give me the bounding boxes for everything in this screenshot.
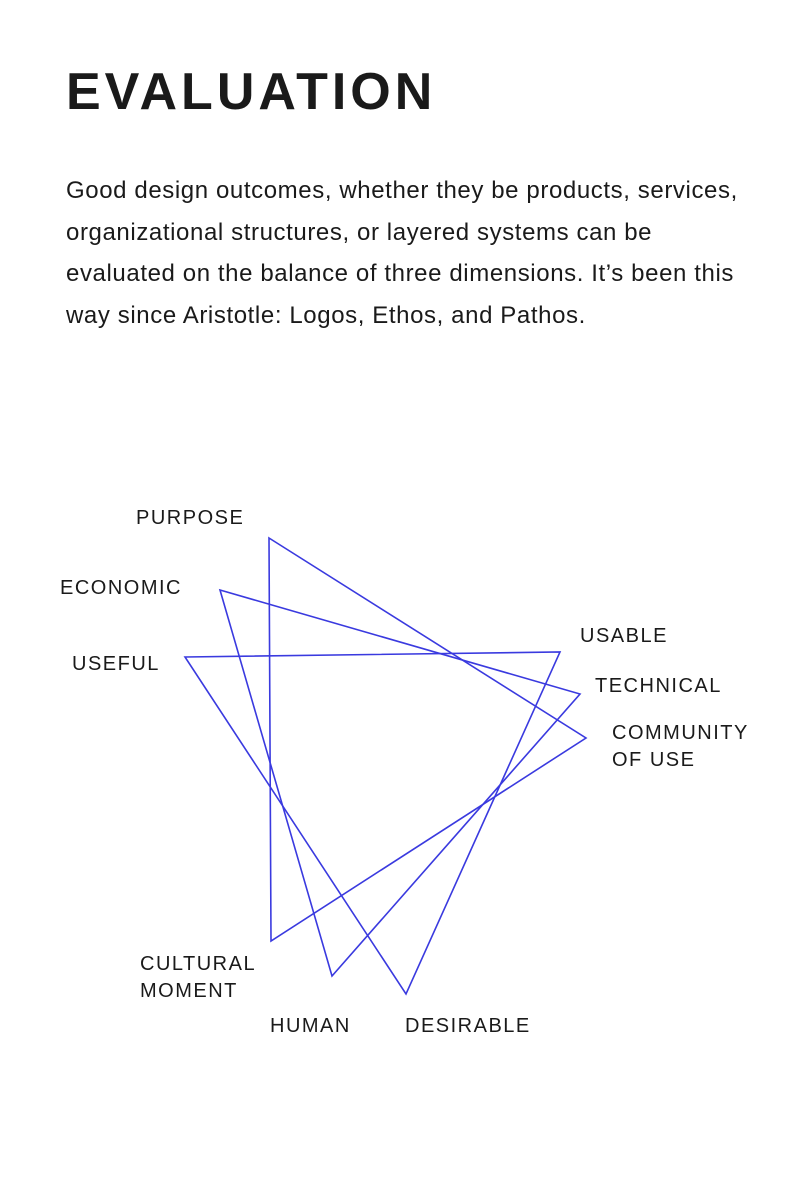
label-economic: ECONOMIC — [60, 577, 182, 599]
label-cultural-moment: CULTURAL MOMENT — [140, 953, 257, 1002]
triangle-economic-technical-human — [218, 588, 582, 978]
label-community-of-use: COMMUNITY OF USE — [612, 722, 749, 771]
triangle-useful-usable-desirable — [183, 651, 562, 996]
label-purpose: PURPOSE — [136, 507, 245, 529]
intro-paragraph: Good design outcomes, whether they be pr… — [66, 177, 738, 329]
label-useful: USEFUL — [72, 653, 160, 675]
label-technical: TECHNICAL — [595, 675, 722, 697]
triangle-purpose-community-cultural — [268, 536, 588, 943]
label-desirable: DESIRABLE — [405, 1015, 531, 1037]
page-title: EVALUATION — [66, 63, 437, 121]
label-human: HUMAN — [270, 1015, 351, 1037]
label-usable: USABLE — [580, 625, 668, 647]
